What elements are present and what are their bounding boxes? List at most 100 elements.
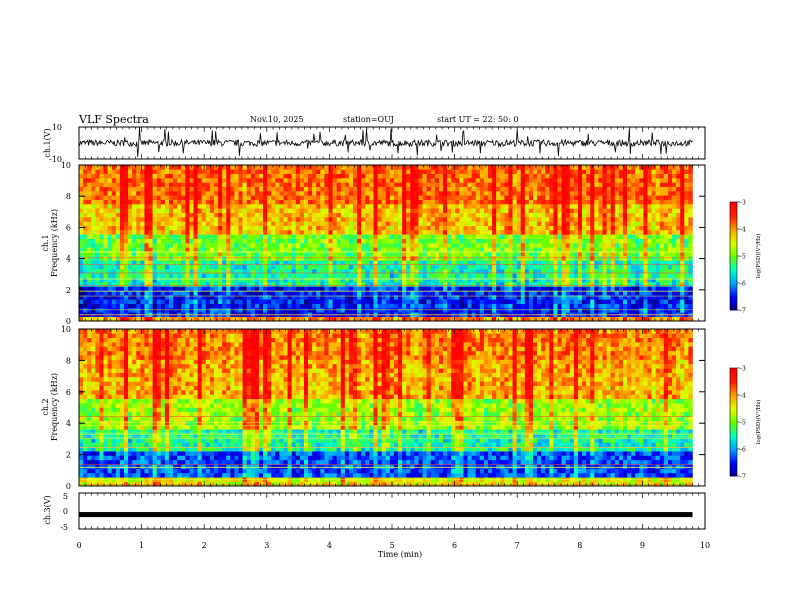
spectrogram-cell	[663, 221, 669, 226]
spectrogram-cell	[398, 195, 403, 200]
spectrogram-cell	[348, 195, 354, 200]
spectrogram-cell	[201, 182, 207, 187]
spectrogram-cell	[532, 303, 538, 309]
spectrogram-cell	[438, 277, 444, 283]
spectrogram-cell	[115, 247, 121, 252]
spectrogram-cell	[316, 238, 321, 244]
spectrogram-cell	[487, 243, 493, 248]
spectrogram-cell	[561, 264, 566, 270]
spectrogram-cell	[610, 264, 616, 270]
spectrogram-cell	[659, 256, 665, 261]
spectrogram-cell	[222, 217, 227, 222]
spectrogram-cell	[393, 303, 399, 309]
spectrogram-cell	[676, 186, 681, 192]
spectrogram-cell	[348, 225, 354, 231]
spectrogram-cell	[504, 208, 509, 213]
spectrogram-cell	[602, 243, 607, 248]
spectrogram-cell	[144, 260, 149, 265]
spectrogram-cell	[258, 299, 264, 304]
spectrogram-cell	[132, 182, 137, 187]
spectrogram-cell	[181, 290, 186, 296]
spectrogram-cell	[312, 282, 317, 287]
spectrogram-cell	[312, 303, 317, 309]
spectrogram-cell	[618, 256, 624, 261]
spectrogram-cell	[320, 264, 325, 270]
spectrogram-cell	[324, 247, 329, 252]
spectrogram-cell	[308, 182, 313, 187]
spectrogram-cell	[377, 204, 382, 209]
spectrogram-cell	[532, 234, 538, 239]
spectrogram-cell	[512, 303, 517, 309]
spectrogram-cell	[238, 195, 243, 200]
spectrogram-cell	[152, 186, 158, 192]
spectrogram-cell	[320, 195, 325, 200]
spectrogram-cell	[328, 191, 333, 196]
spectrogram-cell	[528, 204, 534, 209]
spectrogram-cell	[492, 182, 497, 187]
spectrogram-cell	[95, 282, 100, 287]
spectrogram-cell	[618, 195, 624, 200]
spectrogram-cell	[377, 221, 382, 226]
spectrogram-cell	[234, 299, 239, 304]
spectrogram-cell	[295, 182, 301, 187]
spectrogram-cell	[283, 238, 288, 244]
spectrogram-cell	[643, 303, 648, 309]
spectrogram-cell	[99, 273, 104, 278]
spectrogram-cell	[663, 212, 669, 218]
spectrogram-cell	[344, 182, 350, 187]
spectrogram-cell	[487, 230, 493, 235]
spectrogram-cell	[279, 212, 284, 218]
spectrogram-cell	[680, 316, 685, 322]
spectrogram-cell	[655, 199, 661, 205]
spectrogram-cell	[123, 282, 129, 287]
spectrogram-cell	[479, 195, 485, 200]
spectrogram-cell	[622, 182, 628, 187]
spectrogram-cell	[688, 243, 693, 248]
spectrogram-cell	[83, 282, 88, 287]
spectrogram-cell	[79, 204, 84, 209]
spectrogram-cell	[320, 295, 325, 300]
spectrogram-cell	[643, 286, 648, 291]
spectrogram-cell	[410, 299, 415, 304]
spectrogram-cell	[631, 256, 636, 261]
spectrogram-cell	[426, 186, 432, 192]
spectrogram-cell	[385, 186, 391, 192]
spectrogram-cell	[622, 295, 628, 300]
spectrogram-cell	[132, 273, 137, 278]
spectrogram-cell	[152, 238, 158, 244]
spectrogram-cell	[218, 234, 223, 239]
spectrogram-cell	[618, 238, 624, 244]
spectrogram-cell	[631, 195, 636, 200]
spectrogram-cell	[136, 251, 141, 257]
spectrogram-cell	[164, 195, 170, 200]
spectrogram-cell	[242, 312, 247, 317]
spectrogram-cell	[230, 212, 235, 218]
spectrogram-cell	[119, 264, 125, 270]
spectrogram-cell	[164, 273, 170, 278]
spectrogram-cell	[123, 186, 129, 192]
spectrogram-cell	[373, 316, 378, 322]
spectrogram-cell	[328, 238, 333, 244]
spectrogram-cell	[164, 286, 170, 291]
spectrogram-cell	[332, 191, 337, 196]
spectrogram-cell	[185, 251, 190, 257]
spectrogram-cell	[205, 260, 211, 265]
spectrogram-cell	[459, 303, 464, 309]
spectrogram-cell	[242, 204, 247, 209]
spectrogram-cell	[168, 199, 174, 205]
spectrogram-cell	[586, 312, 591, 317]
spectrogram-cell	[553, 238, 558, 244]
spectrogram-cell	[79, 234, 84, 239]
spectrogram-cell	[508, 191, 513, 196]
spectrogram-cell	[91, 173, 96, 179]
spectrogram-cell	[402, 238, 407, 244]
spectrogram-cell	[316, 308, 321, 313]
spectrogram-cell	[144, 282, 149, 287]
spectrogram-cell	[177, 282, 182, 287]
spectrogram-cell	[365, 273, 370, 278]
spectrogram-cell	[549, 269, 554, 274]
spectrogram-cell	[528, 212, 534, 218]
spectrogram-cell	[516, 256, 522, 261]
spectrogram-cell	[565, 221, 571, 226]
spectrogram-cell	[140, 199, 145, 205]
